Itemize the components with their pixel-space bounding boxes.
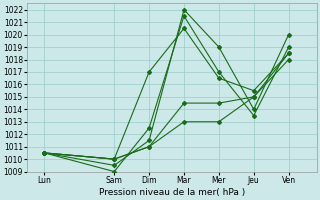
X-axis label: Pression niveau de la mer( hPa ): Pression niveau de la mer( hPa ) bbox=[99, 188, 245, 197]
